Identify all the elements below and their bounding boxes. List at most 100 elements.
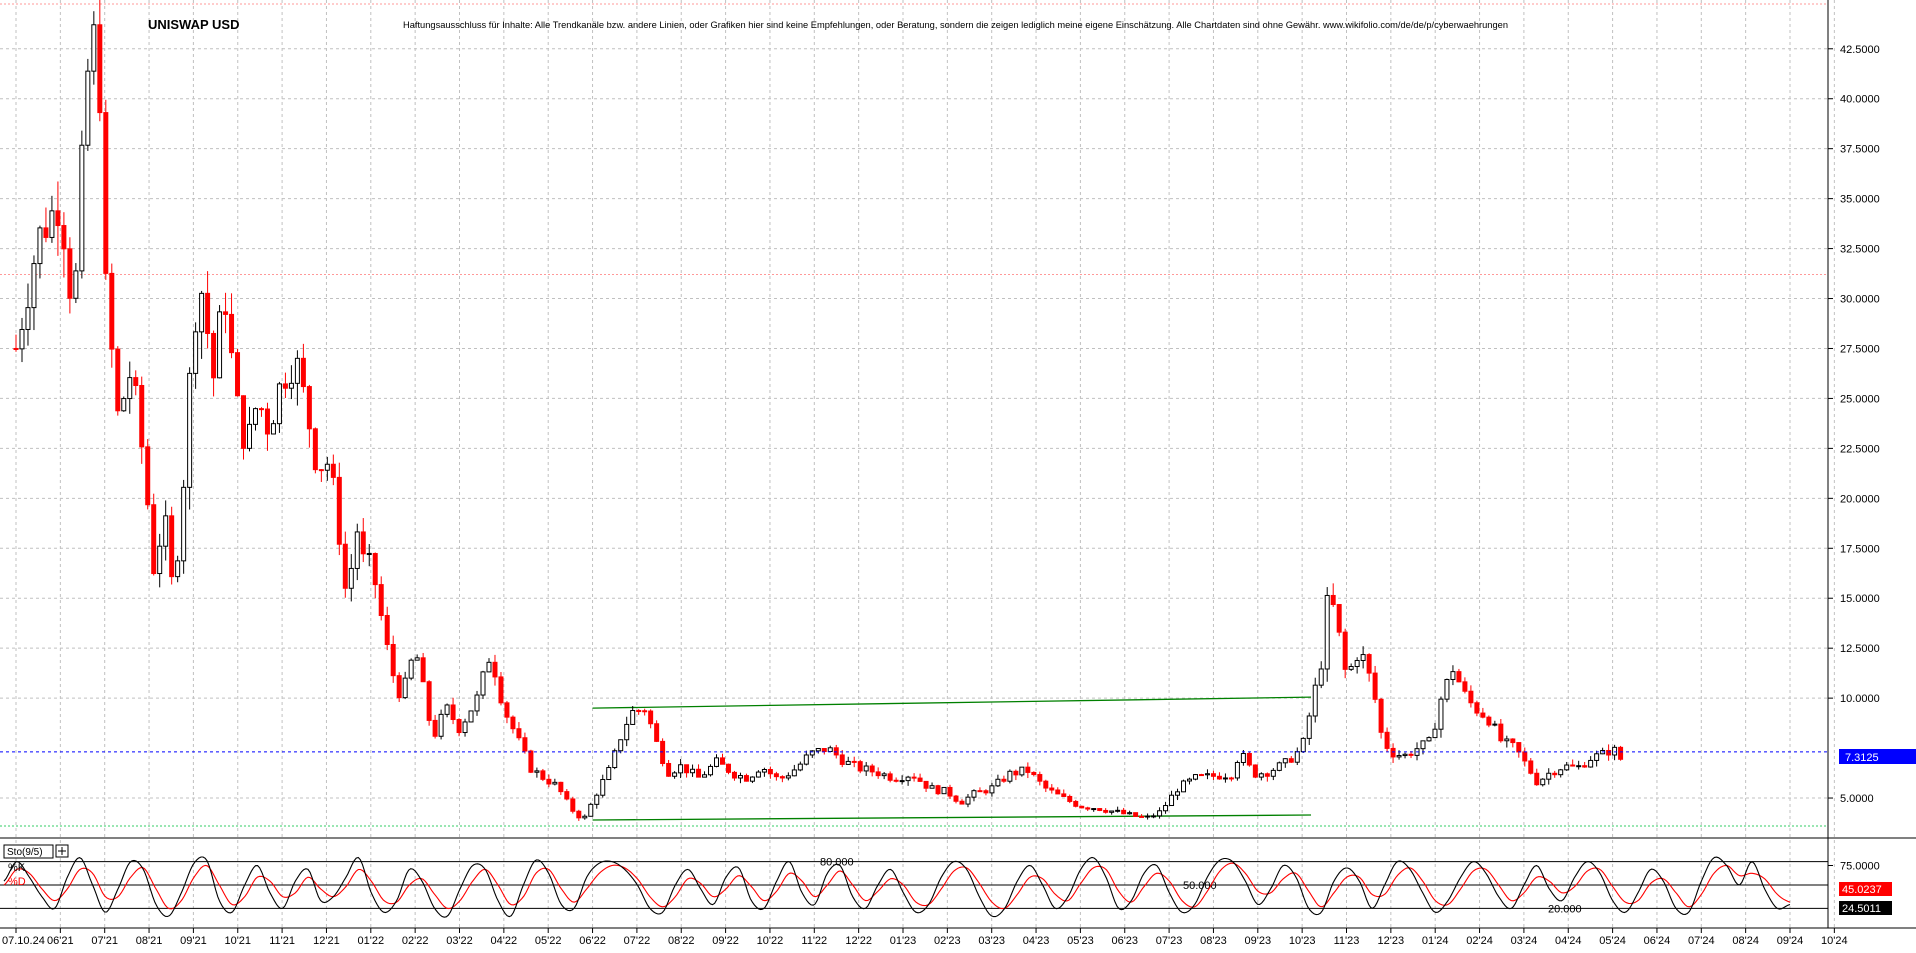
y-tick-label: 35.0000 — [1840, 194, 1880, 206]
candle — [468, 710, 474, 723]
candle — [803, 750, 809, 766]
y-tick-label: 32.5000 — [1840, 244, 1880, 256]
candle — [797, 761, 803, 772]
candle — [899, 775, 905, 785]
candle — [1402, 752, 1408, 759]
candle — [402, 671, 408, 700]
candle — [1240, 750, 1246, 766]
candle — [1001, 775, 1007, 783]
candle — [300, 343, 306, 393]
candle — [618, 739, 624, 754]
candle — [564, 788, 570, 801]
candle — [264, 402, 270, 451]
candle — [1456, 668, 1462, 683]
candle — [959, 799, 965, 805]
candle — [456, 718, 462, 737]
candle — [678, 759, 684, 779]
candle — [642, 708, 648, 716]
x-tick-label: 02'23 — [934, 935, 961, 947]
candle — [354, 523, 360, 581]
candle — [115, 346, 121, 416]
candle — [719, 753, 725, 765]
x-tick-label: 03'23 — [978, 935, 1005, 947]
candle — [552, 778, 558, 786]
candle — [1348, 663, 1354, 671]
candle — [666, 759, 672, 777]
candle — [1606, 744, 1612, 761]
candle — [534, 767, 540, 778]
candle — [1091, 808, 1097, 812]
candle — [546, 774, 552, 788]
candle — [1570, 759, 1576, 767]
x-tick-label: 06'21 — [47, 935, 74, 947]
candle — [145, 439, 151, 510]
x-tick-label: 07'22 — [624, 935, 651, 947]
candle — [947, 784, 953, 799]
candle — [486, 658, 492, 673]
candle — [1312, 677, 1318, 723]
x-tick-label: 03'24 — [1511, 935, 1538, 947]
candle — [1576, 760, 1582, 770]
indicator-grid: 80.000 50.000 20.000 — [0, 857, 1828, 915]
candle — [43, 207, 49, 243]
candle — [923, 780, 929, 792]
candle — [127, 361, 133, 414]
candle — [37, 225, 43, 279]
candle — [1276, 761, 1282, 772]
candle — [1258, 772, 1264, 781]
candle — [85, 58, 91, 151]
candle — [1444, 678, 1450, 703]
candle — [1468, 685, 1474, 708]
candle — [1216, 772, 1222, 780]
y-tick-label: 20.0000 — [1840, 493, 1880, 505]
candle — [1366, 653, 1372, 682]
candle — [725, 763, 731, 775]
candle — [276, 381, 282, 433]
indicator-add-icon[interactable] — [55, 844, 69, 858]
candle — [1432, 722, 1438, 739]
candle — [606, 765, 612, 781]
candle — [1588, 756, 1594, 768]
candle — [217, 305, 223, 379]
x-tick-label: 10'21 — [224, 935, 251, 947]
ind-y-tick-label: 75.0000 — [1840, 861, 1880, 873]
candle — [498, 672, 504, 706]
candle — [61, 212, 67, 278]
y-tick-label: 25.0000 — [1840, 393, 1880, 405]
x-tick-label: 03'22 — [446, 935, 473, 947]
candle — [1504, 735, 1510, 748]
indicator-label-box[interactable] — [3, 844, 54, 859]
candle — [1103, 808, 1109, 814]
candle — [1384, 727, 1390, 753]
candle — [294, 350, 300, 406]
candle — [1426, 736, 1432, 742]
candle — [193, 322, 199, 389]
candle — [1282, 758, 1288, 768]
x-tick-label: 09'22 — [712, 935, 739, 947]
candle — [1019, 766, 1025, 777]
candle — [845, 756, 851, 765]
x-tick-label: 11'23 — [1334, 935, 1360, 947]
trendlines — [592, 696, 1312, 821]
candle — [396, 672, 402, 702]
candle — [223, 292, 229, 334]
x-tick-label: 02'22 — [402, 935, 429, 947]
candle — [953, 794, 959, 804]
candle — [1540, 778, 1546, 787]
candle — [791, 764, 797, 777]
candle — [917, 773, 923, 782]
candle — [1594, 750, 1600, 767]
candle — [1097, 808, 1103, 812]
candle — [1151, 813, 1157, 819]
candle — [971, 789, 977, 802]
candle — [1252, 764, 1258, 779]
candle — [875, 767, 881, 779]
candle — [630, 706, 636, 725]
candle — [366, 544, 372, 567]
candle — [288, 365, 294, 400]
y-tick-label: 17.5000 — [1840, 543, 1880, 555]
candle — [1115, 806, 1121, 813]
candle — [121, 396, 127, 412]
candle — [1450, 665, 1456, 686]
